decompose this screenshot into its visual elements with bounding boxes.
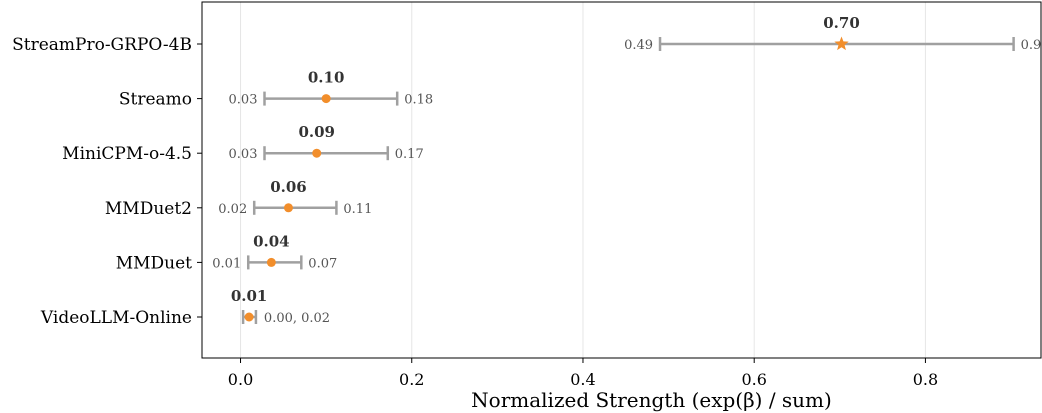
ci-low-label: 0.03	[229, 147, 258, 162]
plot-frame	[201, 1, 1042, 359]
y-tick-label: VideoLLM-Online	[40, 308, 192, 328]
value-label: 0.01	[231, 287, 268, 305]
data-point	[244, 312, 254, 322]
data-point	[312, 148, 322, 158]
x-axis-label: Normalized Strength (exp(β) / sum)	[471, 388, 832, 412]
x-tick-label: 0.2	[399, 370, 424, 389]
x-tick-labels: 0.0 0.2 0.4 0.6 0.8	[228, 358, 938, 389]
x-tick-label: 0.8	[913, 370, 938, 389]
y-tick-label: MiniCPM-o-4.5	[62, 144, 192, 164]
ci-high-label: 0.17	[395, 147, 424, 162]
grid-lines	[240, 2, 926, 358]
ci-range-label: 0.00, 0.02	[264, 311, 330, 326]
y-tick-label: StreamPro-GRPO-4B	[12, 35, 192, 55]
error-bars	[241, 37, 1015, 324]
data-point	[321, 94, 331, 104]
ci-high-label: 0.07	[308, 256, 337, 271]
y-tick-labels: StreamPro-GRPO-4B Streamo MiniCPM-o-4.5 MMD…	[12, 35, 202, 328]
value-label: 0.70	[823, 14, 860, 32]
value-label: 0.10	[308, 69, 345, 87]
ci-low-label: 0.01	[212, 256, 241, 271]
ci-high-label: 0.11	[343, 202, 372, 217]
ci-low-label: 0.03	[229, 93, 258, 108]
data-point-star	[834, 36, 849, 51]
ci-high-label: 0.18	[404, 93, 433, 108]
x-tick-label: 0.0	[228, 370, 253, 389]
value-label: 0.06	[270, 178, 307, 196]
data-point	[266, 257, 276, 267]
value-labels: 0.70 0.49 0.90 0.10 0.03 0.18 0.09 0.03 0.17 0.06…	[212, 14, 1042, 326]
y-tick-label: MMDuet	[116, 253, 192, 273]
point-markers	[244, 36, 849, 322]
ci-low-label: 0.02	[218, 202, 247, 217]
y-tick-label: MMDuet2	[105, 199, 192, 219]
ci-low-label: 0.49	[624, 38, 653, 53]
value-label: 0.09	[298, 123, 335, 141]
x-tick-label: 0.6	[741, 370, 766, 389]
data-point	[283, 203, 293, 213]
ci-high-label: 0.90	[1021, 38, 1042, 53]
value-label: 0.04	[253, 232, 290, 250]
y-tick-label: Streamo	[119, 90, 192, 110]
x-tick-label: 0.4	[570, 370, 595, 389]
